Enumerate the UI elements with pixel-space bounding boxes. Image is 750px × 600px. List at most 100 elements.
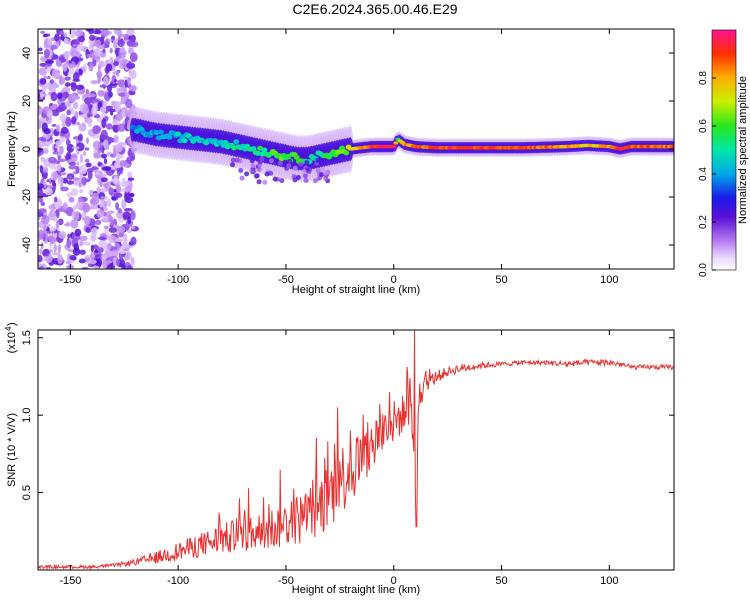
noise-speck	[81, 176, 87, 186]
noise-speck	[106, 264, 112, 269]
noise-speck	[83, 215, 91, 226]
ridge-speck	[323, 170, 329, 176]
noise-speck	[130, 256, 135, 266]
spectrogram-x-label: Height of straight line (km)	[292, 284, 420, 296]
noise-speck	[101, 118, 107, 129]
noise-speck	[106, 105, 113, 110]
noise-speck	[127, 171, 133, 179]
noise-speck	[65, 116, 72, 127]
noise-speck	[72, 72, 80, 82]
noise-speck	[70, 153, 78, 163]
noise-speck	[91, 227, 98, 236]
noise-speck	[52, 215, 58, 222]
noise-speck	[115, 202, 119, 211]
snr-y-scale-close: )	[6, 322, 18, 326]
noise-speck	[90, 80, 99, 84]
noise-speck	[103, 225, 109, 230]
snr-y-label: SNR (10 * V/V)	[6, 413, 18, 487]
noise-speck	[108, 227, 118, 233]
noise-speck	[78, 35, 85, 43]
noise-speck	[118, 217, 124, 223]
noise-speck	[57, 174, 61, 185]
noise-speck	[85, 137, 89, 144]
ridge-core	[250, 146, 257, 152]
noise-speck	[130, 236, 137, 246]
noise-speck	[113, 61, 120, 67]
noise-speck	[88, 34, 96, 41]
noise-speck	[120, 180, 129, 188]
ridge-speck	[244, 171, 250, 177]
ridge-speck	[301, 169, 307, 174]
noise-speck	[107, 210, 115, 214]
noise-speck	[56, 92, 63, 100]
noise-speck	[64, 76, 71, 81]
noise-speck	[51, 103, 58, 109]
noise-speck	[41, 84, 46, 93]
noise-speck	[119, 47, 126, 54]
noise-speck	[48, 177, 53, 185]
noise-speck	[85, 162, 92, 168]
noise-speck	[40, 156, 45, 162]
noise-speck	[88, 190, 94, 196]
noise-speck	[119, 160, 127, 167]
noise-speck	[127, 177, 135, 181]
noise-speck	[79, 188, 84, 194]
noise-speck	[102, 183, 110, 188]
noise-speck	[85, 227, 91, 233]
noise-speck	[39, 91, 44, 100]
noise-speck	[113, 78, 117, 83]
noise-speck	[76, 122, 81, 126]
ridge-speck	[313, 178, 318, 184]
noise-speck	[51, 123, 57, 127]
noise-speck	[67, 93, 77, 103]
noise-speck	[96, 186, 101, 195]
noise-speck	[90, 244, 94, 253]
noise-speck	[38, 47, 43, 52]
noise-speck	[86, 53, 93, 58]
x-tick-label: -50	[278, 274, 294, 286]
noise-speck	[116, 210, 124, 220]
noise-speck	[78, 133, 83, 142]
noise-speck	[58, 231, 67, 239]
ridge-speck	[249, 158, 255, 164]
noise-speck	[70, 188, 79, 197]
ridge-speck	[304, 160, 310, 165]
noise-speck	[45, 59, 54, 64]
ridge-core	[222, 140, 229, 145]
noise-speck	[60, 186, 69, 192]
noise-speck	[121, 199, 127, 209]
noise-speck	[63, 37, 68, 45]
noise-speck	[127, 61, 133, 70]
noise-speck	[71, 116, 77, 125]
colorbar-tick-label: 0.0	[698, 263, 709, 277]
noise-speck	[66, 265, 70, 269]
noise-speck	[39, 62, 47, 67]
noise-speck	[85, 29, 93, 32]
noise-speck	[69, 254, 77, 261]
noise-speck	[60, 176, 64, 186]
noise-speck	[123, 75, 128, 82]
noise-speck	[131, 41, 139, 48]
noise-speck	[38, 67, 48, 76]
ridge-speck	[303, 178, 309, 183]
x-tick-label: -100	[167, 575, 189, 587]
noise-speck	[78, 258, 86, 264]
noise-speck	[84, 97, 92, 105]
noise-speck	[117, 39, 125, 48]
ridge-core	[181, 138, 188, 144]
noise-speck	[117, 123, 126, 132]
y-tick-label: 40	[21, 47, 33, 59]
ridge-speck	[302, 173, 308, 179]
ridge-speck	[230, 157, 236, 163]
noise-speck	[116, 72, 120, 77]
noise-speck	[49, 79, 54, 84]
noise-speck	[118, 232, 125, 238]
noise-speck	[50, 226, 56, 232]
ridge-speck	[295, 175, 301, 180]
noise-speck	[105, 59, 110, 65]
noise-speck	[111, 100, 116, 107]
y-tick-label: 0	[21, 146, 33, 152]
noise-speck	[103, 139, 109, 150]
noise-speck	[79, 241, 83, 247]
snr-y-scale-base: (x10	[6, 332, 18, 353]
